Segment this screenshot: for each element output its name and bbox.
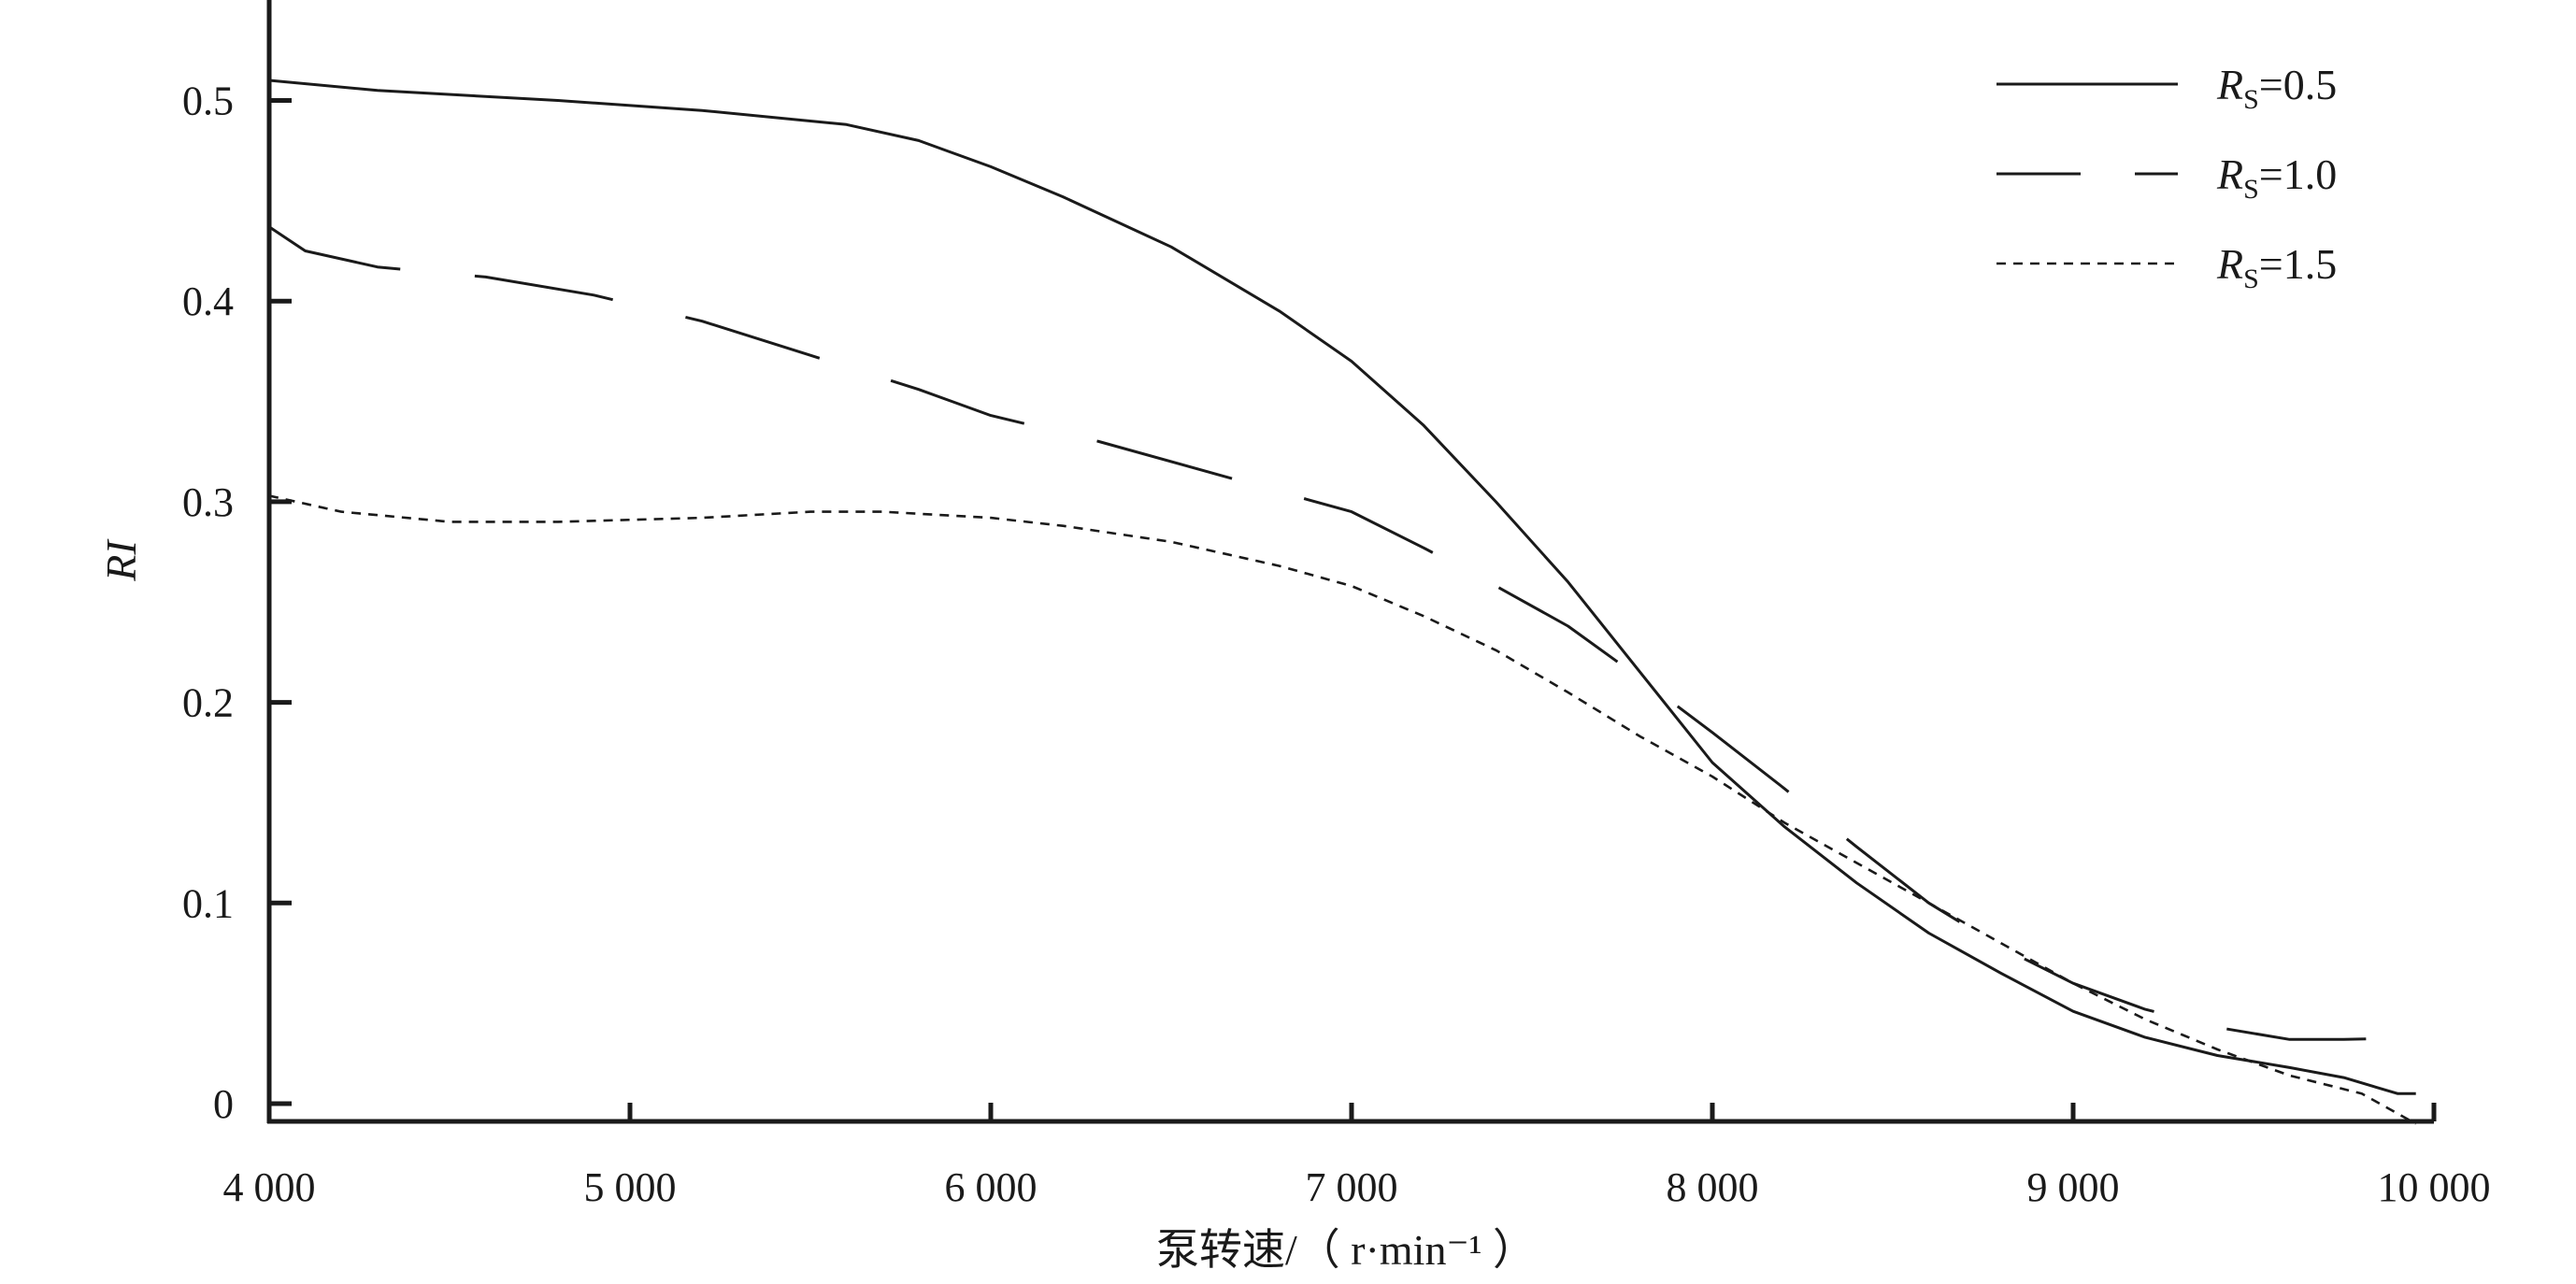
x-axis-title: 泵转速/（ r·min⁻¹ ） (1156, 1226, 1536, 1274)
legend-label-rest: =1.5 (2259, 240, 2337, 288)
legend-label-rest: =1.0 (2259, 150, 2337, 198)
legend-label-sub: S (2243, 84, 2259, 115)
y-tick-label: 0.4 (182, 278, 234, 324)
axes (266, 0, 2434, 1124)
series-line-3 (268, 494, 2417, 1125)
y-tick-label: 0.3 (182, 479, 234, 525)
legend: RS=0.5RS=1.0RS=1.5 (1996, 61, 2337, 294)
legend-label-main: R (2216, 240, 2243, 288)
legend-label-sub: S (2243, 264, 2259, 294)
legend-label-2: RS=1.0 (2216, 150, 2337, 205)
x-ticks: 4 000 5 000 6 000 7 000 8 000 9 000 10 000 (223, 1103, 2491, 1210)
plot-lines (268, 78, 2435, 1125)
legend-label-1: RS=0.5 (2216, 61, 2337, 115)
y-tick-label: 0.1 (182, 880, 234, 926)
x-tick-label: 9 000 (2027, 1164, 2120, 1210)
series-line-1 (268, 78, 2416, 1095)
x-tick-label: 6 000 (945, 1164, 1038, 1210)
x-tick-label: 5 000 (584, 1164, 677, 1210)
y-tick-label: 0.5 (182, 78, 234, 124)
x-tick-label: 7 000 (1306, 1164, 1398, 1210)
legend-label-main: R (2216, 61, 2243, 108)
x-tick-label: 4 000 (223, 1164, 316, 1210)
y-tick-label: 0 (213, 1081, 234, 1127)
x-tick-label: 10 000 (2378, 1164, 2491, 1210)
y-tick-label: 0.2 (182, 680, 234, 726)
series-line-2 (268, 225, 2435, 1041)
legend-label-rest: =0.5 (2259, 61, 2337, 108)
y-ticks: 0 0.1 0.2 0.3 0.4 0.5 (182, 78, 292, 1127)
legend-label-3: RS=1.5 (2216, 240, 2337, 294)
legend-label-main: R (2216, 150, 2243, 198)
legend-label-sub: S (2243, 174, 2259, 205)
y-axis-title: RI (97, 538, 145, 582)
x-tick-label: 8 000 (1667, 1164, 1759, 1210)
